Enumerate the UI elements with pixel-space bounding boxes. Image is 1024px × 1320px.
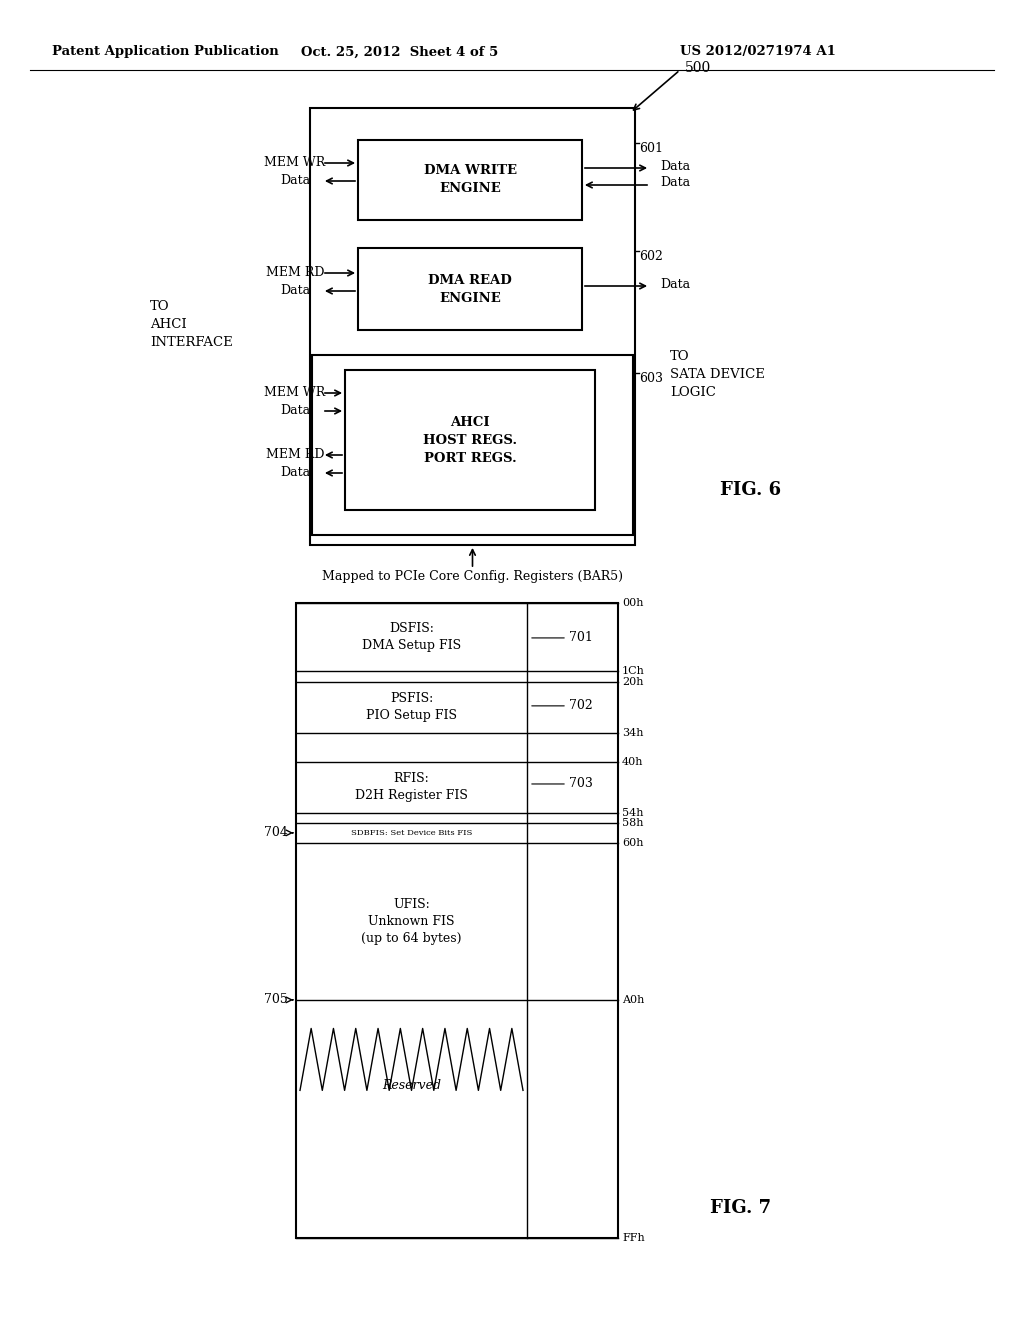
Text: Data: Data [280,173,310,186]
Text: Data: Data [660,277,690,290]
Text: MEM RD: MEM RD [266,449,325,462]
Text: A0h: A0h [622,995,644,1005]
Text: AHCI
HOST REGS.
PORT REGS.: AHCI HOST REGS. PORT REGS. [423,416,517,465]
Text: MEM RD: MEM RD [266,265,325,279]
Text: Oct. 25, 2012  Sheet 4 of 5: Oct. 25, 2012 Sheet 4 of 5 [301,45,499,58]
Text: DMA WRITE
ENGINE: DMA WRITE ENGINE [424,165,516,195]
Text: Data: Data [280,404,310,417]
Text: DMA READ
ENGINE: DMA READ ENGINE [428,273,512,305]
Text: SDBFIS: Set Device Bits FIS: SDBFIS: Set Device Bits FIS [351,829,472,837]
Text: Data: Data [660,177,690,190]
Text: 701: 701 [569,631,593,644]
Text: 58h: 58h [622,817,643,828]
Text: 601: 601 [639,143,663,154]
Text: Data: Data [660,160,690,173]
Text: RFIS:
D2H Register FIS: RFIS: D2H Register FIS [355,772,468,803]
Text: 705: 705 [264,994,288,1006]
Text: MEM WR: MEM WR [264,387,326,400]
Text: 702: 702 [569,700,593,713]
Text: 00h: 00h [622,598,643,609]
Text: MEM WR: MEM WR [264,156,326,169]
Text: Mapped to PCIe Core Config. Registers (BAR5): Mapped to PCIe Core Config. Registers (B… [322,570,623,583]
Text: FIG. 6: FIG. 6 [720,480,781,499]
Text: 500: 500 [685,61,712,75]
Text: Patent Application Publication: Patent Application Publication [52,45,279,58]
Text: Reserved: Reserved [382,1078,441,1092]
Text: PSFIS:
PIO Setup FIS: PSFIS: PIO Setup FIS [366,692,457,722]
Text: 20h: 20h [622,677,643,686]
Text: 703: 703 [569,777,593,791]
Text: Data: Data [280,284,310,297]
Text: Data: Data [280,466,310,479]
Text: 40h: 40h [622,756,643,767]
Text: FIG. 7: FIG. 7 [710,1199,771,1217]
Text: US 2012/0271974 A1: US 2012/0271974 A1 [680,45,836,58]
Text: FFh: FFh [622,1233,645,1243]
Text: 54h: 54h [622,808,643,817]
Text: TO
SATA DEVICE
LOGIC: TO SATA DEVICE LOGIC [670,350,765,399]
Text: 34h: 34h [622,727,643,738]
Text: TO
AHCI
INTERFACE: TO AHCI INTERFACE [150,301,232,350]
Text: 603: 603 [639,372,663,385]
Text: UFIS:
Unknown FIS
(up to 64 bytes): UFIS: Unknown FIS (up to 64 bytes) [361,898,462,945]
Text: 1Ch: 1Ch [622,667,645,676]
Text: 602: 602 [639,249,663,263]
Text: 60h: 60h [622,838,643,847]
Text: 704: 704 [264,826,288,840]
Text: DSFIS:
DMA Setup FIS: DSFIS: DMA Setup FIS [361,622,461,652]
